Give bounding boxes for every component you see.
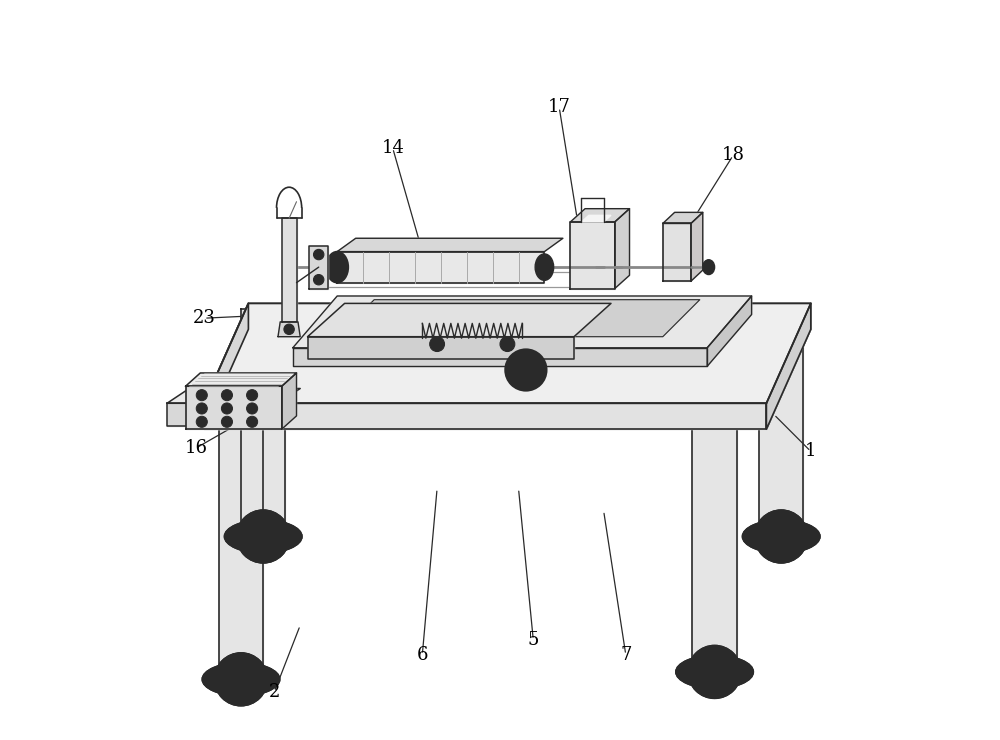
Polygon shape xyxy=(692,429,737,666)
Polygon shape xyxy=(308,337,574,359)
Text: 18: 18 xyxy=(722,147,745,164)
Polygon shape xyxy=(293,348,707,366)
Circle shape xyxy=(505,349,547,391)
Polygon shape xyxy=(766,303,811,429)
Polygon shape xyxy=(337,238,563,252)
Circle shape xyxy=(196,390,207,401)
Polygon shape xyxy=(309,246,328,289)
Circle shape xyxy=(314,249,324,260)
Circle shape xyxy=(214,653,268,706)
Circle shape xyxy=(515,359,537,381)
Polygon shape xyxy=(186,373,296,386)
Polygon shape xyxy=(337,300,700,337)
Polygon shape xyxy=(278,322,300,337)
Polygon shape xyxy=(707,296,752,366)
Polygon shape xyxy=(581,215,611,222)
Ellipse shape xyxy=(202,663,280,696)
Circle shape xyxy=(247,416,258,428)
Polygon shape xyxy=(293,296,752,348)
Polygon shape xyxy=(204,303,248,429)
Polygon shape xyxy=(282,218,296,322)
Ellipse shape xyxy=(703,260,715,275)
Polygon shape xyxy=(282,373,296,429)
Text: 5: 5 xyxy=(528,631,539,649)
Circle shape xyxy=(500,337,515,351)
Polygon shape xyxy=(663,212,703,223)
Polygon shape xyxy=(167,403,278,425)
Ellipse shape xyxy=(676,656,753,688)
Circle shape xyxy=(755,510,808,563)
Polygon shape xyxy=(615,209,630,289)
Circle shape xyxy=(196,403,207,414)
Polygon shape xyxy=(570,222,615,289)
Polygon shape xyxy=(204,303,248,429)
Polygon shape xyxy=(759,309,803,531)
Polygon shape xyxy=(204,303,811,403)
Polygon shape xyxy=(204,403,766,429)
Polygon shape xyxy=(337,252,544,283)
Text: 14: 14 xyxy=(381,139,404,157)
Polygon shape xyxy=(691,212,703,281)
Polygon shape xyxy=(663,223,691,281)
Circle shape xyxy=(196,416,207,428)
Ellipse shape xyxy=(742,519,820,554)
Ellipse shape xyxy=(535,254,554,280)
Text: 16: 16 xyxy=(185,439,208,457)
Polygon shape xyxy=(186,386,282,429)
Ellipse shape xyxy=(332,258,343,276)
Circle shape xyxy=(237,510,290,563)
Ellipse shape xyxy=(326,252,348,283)
Ellipse shape xyxy=(224,519,302,554)
Circle shape xyxy=(430,337,444,351)
Polygon shape xyxy=(204,303,811,403)
Circle shape xyxy=(221,390,232,401)
Polygon shape xyxy=(570,209,630,222)
Circle shape xyxy=(688,645,741,699)
Circle shape xyxy=(314,275,324,285)
Text: 23: 23 xyxy=(193,309,215,327)
Polygon shape xyxy=(204,403,766,429)
Circle shape xyxy=(221,403,232,414)
Text: 1: 1 xyxy=(805,443,817,460)
Polygon shape xyxy=(308,303,611,337)
Polygon shape xyxy=(766,303,811,429)
Circle shape xyxy=(247,403,258,414)
Text: 2: 2 xyxy=(269,683,280,701)
Polygon shape xyxy=(167,388,300,403)
Circle shape xyxy=(284,324,294,334)
Text: 17: 17 xyxy=(548,98,571,116)
Text: 7: 7 xyxy=(620,646,631,664)
Polygon shape xyxy=(241,309,285,531)
Circle shape xyxy=(221,416,232,428)
Polygon shape xyxy=(219,429,263,673)
Text: 6: 6 xyxy=(417,646,428,664)
Circle shape xyxy=(247,390,258,401)
